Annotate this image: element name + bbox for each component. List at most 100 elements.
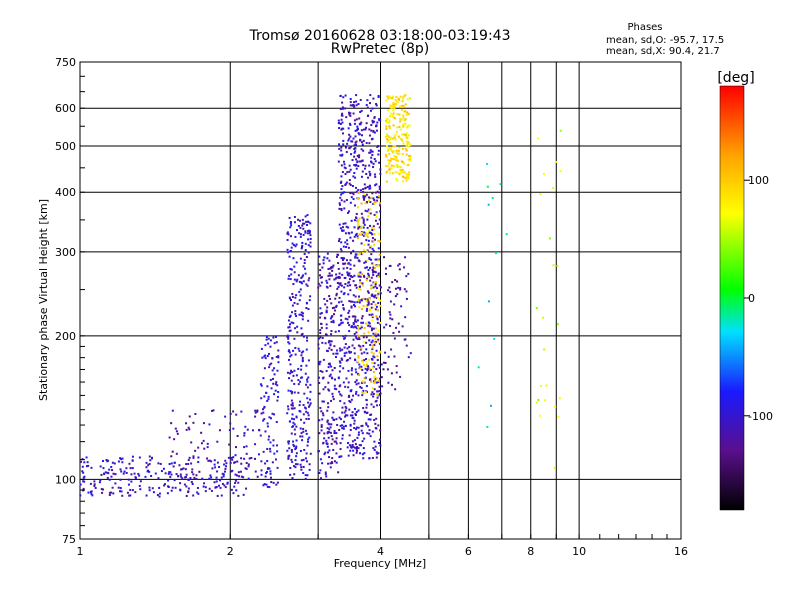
data-point <box>93 483 96 486</box>
data-point <box>175 473 178 476</box>
data-point <box>325 285 328 288</box>
data-point <box>349 389 352 392</box>
data-point <box>346 271 349 274</box>
data-point <box>306 378 309 381</box>
data-point <box>297 347 300 350</box>
data-point <box>349 284 352 287</box>
data-point <box>405 153 408 156</box>
data-point <box>370 341 373 344</box>
data-point <box>362 195 365 198</box>
data-point <box>377 195 380 198</box>
data-point <box>260 412 263 415</box>
data-point <box>367 215 370 218</box>
data-point <box>364 298 367 301</box>
data-point <box>301 315 304 318</box>
data-point <box>294 327 297 330</box>
data-point <box>347 311 350 314</box>
data-point <box>338 237 341 240</box>
data-point <box>357 394 360 397</box>
data-point <box>392 95 395 98</box>
data-point <box>379 118 382 121</box>
data-point <box>390 348 393 351</box>
data-point <box>352 104 355 107</box>
data-point <box>377 196 380 199</box>
data-point <box>338 122 341 125</box>
data-point <box>235 489 238 492</box>
data-point <box>477 366 480 369</box>
data-point <box>329 274 332 277</box>
data-point <box>369 279 372 282</box>
data-point <box>293 271 296 274</box>
data-point <box>286 238 289 241</box>
data-point <box>355 337 358 340</box>
data-point <box>356 256 359 259</box>
data-point <box>368 378 371 381</box>
data-point <box>378 291 381 294</box>
data-point <box>404 256 407 259</box>
data-point <box>374 445 377 448</box>
data-point <box>360 212 363 215</box>
data-point <box>319 332 322 335</box>
data-point <box>293 337 296 340</box>
data-point <box>299 380 302 383</box>
data-point <box>302 227 305 230</box>
data-point <box>354 176 357 179</box>
data-point <box>237 494 240 497</box>
data-point <box>379 292 382 295</box>
data-point <box>390 157 393 160</box>
data-point <box>341 427 344 430</box>
data-point <box>329 267 332 270</box>
data-point <box>341 434 344 437</box>
data-point <box>365 239 368 242</box>
data-point <box>230 488 233 491</box>
data-point <box>393 105 396 108</box>
data-point <box>181 468 184 471</box>
data-point <box>355 447 358 450</box>
data-point <box>337 262 340 265</box>
data-point <box>303 259 306 262</box>
data-point <box>385 138 388 141</box>
data-point <box>395 157 398 160</box>
data-point <box>145 466 148 469</box>
data-point <box>340 284 343 287</box>
data-point <box>371 137 374 140</box>
data-point <box>398 136 401 139</box>
data-point <box>375 211 378 214</box>
data-point <box>274 389 277 392</box>
data-point <box>117 460 120 463</box>
data-point <box>328 423 331 426</box>
data-point <box>365 341 368 344</box>
data-point <box>347 395 350 398</box>
data-point <box>552 186 555 189</box>
data-point <box>209 474 212 477</box>
data-point <box>336 276 339 279</box>
data-point <box>357 295 360 298</box>
data-point <box>170 455 173 458</box>
data-point <box>339 384 342 387</box>
data-point <box>114 482 117 485</box>
data-point <box>394 388 397 391</box>
data-point <box>356 235 359 238</box>
data-point <box>138 484 141 487</box>
data-point <box>365 363 368 366</box>
data-point <box>364 186 367 189</box>
data-point <box>371 226 374 229</box>
data-point <box>370 287 373 290</box>
data-point <box>164 472 167 475</box>
data-point <box>194 449 197 452</box>
data-point <box>341 348 344 351</box>
data-point <box>399 117 402 120</box>
data-point <box>149 459 152 462</box>
data-point <box>298 404 301 407</box>
data-point <box>355 232 358 235</box>
data-point <box>299 400 302 403</box>
data-point <box>356 338 359 341</box>
data-point <box>302 458 305 461</box>
data-point <box>363 363 366 366</box>
data-point <box>351 159 354 162</box>
data-point <box>339 154 342 157</box>
data-point <box>373 270 376 273</box>
data-point <box>287 341 290 344</box>
data-point <box>373 158 376 161</box>
data-point <box>295 315 298 318</box>
